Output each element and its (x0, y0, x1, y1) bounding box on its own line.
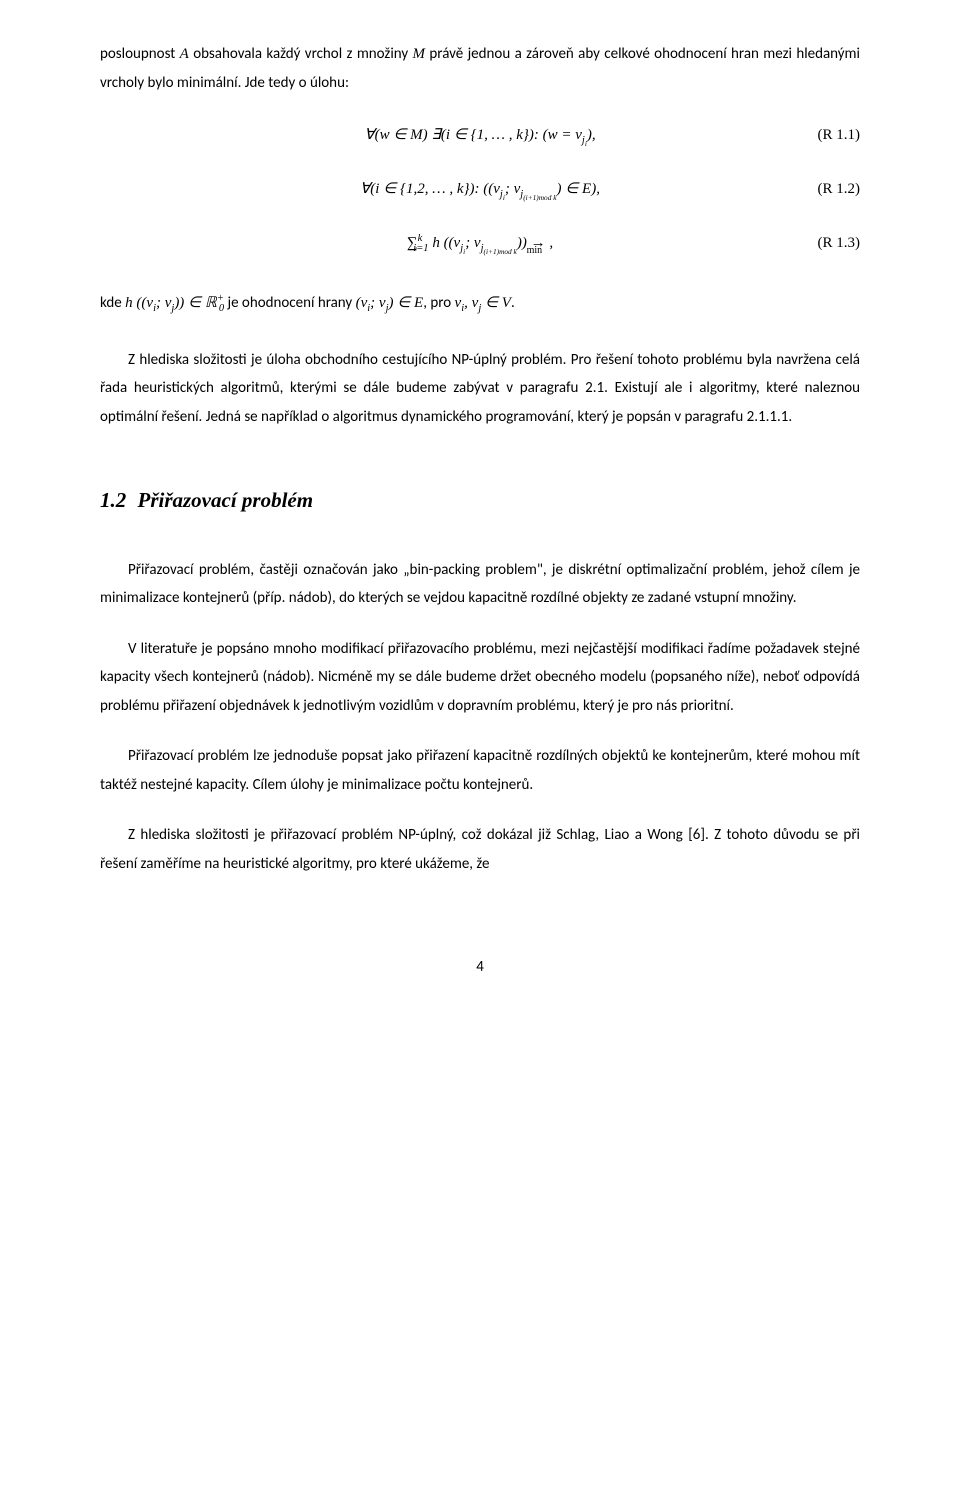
section-title: Přiřazovací problém (138, 488, 314, 512)
complexity-paragraph: Z hlediska složitosti je úloha obchodníh… (100, 346, 860, 432)
equation-r1-3-formula: ∑ki=1 h ((vji; vj(i+1)mod k)) →min , (100, 229, 860, 258)
equation-r1-1: ∀(w ∈ M) ∃(i ∈ {1, … , k}): (w = vji), (… (100, 119, 860, 151)
section-paragraph-1: Přiřazovací problém, častěji označován j… (100, 556, 860, 613)
page-number: 4 (100, 953, 860, 982)
equation-r1-1-formula: ∀(w ∈ M) ∃(i ∈ {1, … , k}): (w = vji), (100, 121, 860, 150)
section-number: 1.2 (100, 488, 126, 512)
section-paragraph-3: Přiřazovací problém lze jednoduše popsat… (100, 742, 860, 799)
equation-r1-2-formula: ∀(i ∈ {1,2, … , k}): ((vji; vj(i+1)mod k… (100, 175, 860, 204)
equation-r1-3: ∑ki=1 h ((vji; vj(i+1)mod k)) →min , (R … (100, 227, 860, 259)
equation-r1-2-label: (R 1.2) (818, 175, 861, 204)
section-heading-1-2: 1.2 Přiřazovací problém (100, 481, 860, 521)
equation-r1-3-label: (R 1.3) (818, 229, 861, 258)
intro-paragraph: posloupnost A obsahovala každý vrchol z … (100, 40, 860, 97)
equation-r1-1-label: (R 1.1) (818, 121, 861, 150)
section-paragraph-4: Z hlediska složitosti je přiřazovací pro… (100, 821, 860, 878)
equation-r1-2: ∀(i ∈ {1,2, … , k}): ((vji; vj(i+1)mod k… (100, 173, 860, 205)
kde-definition: kde h ((vi; vj)) ∈ ℝ+0 je ohodnocení hra… (100, 289, 860, 318)
section-paragraph-2: V literatuře je popsáno mnoho modifikací… (100, 635, 860, 721)
